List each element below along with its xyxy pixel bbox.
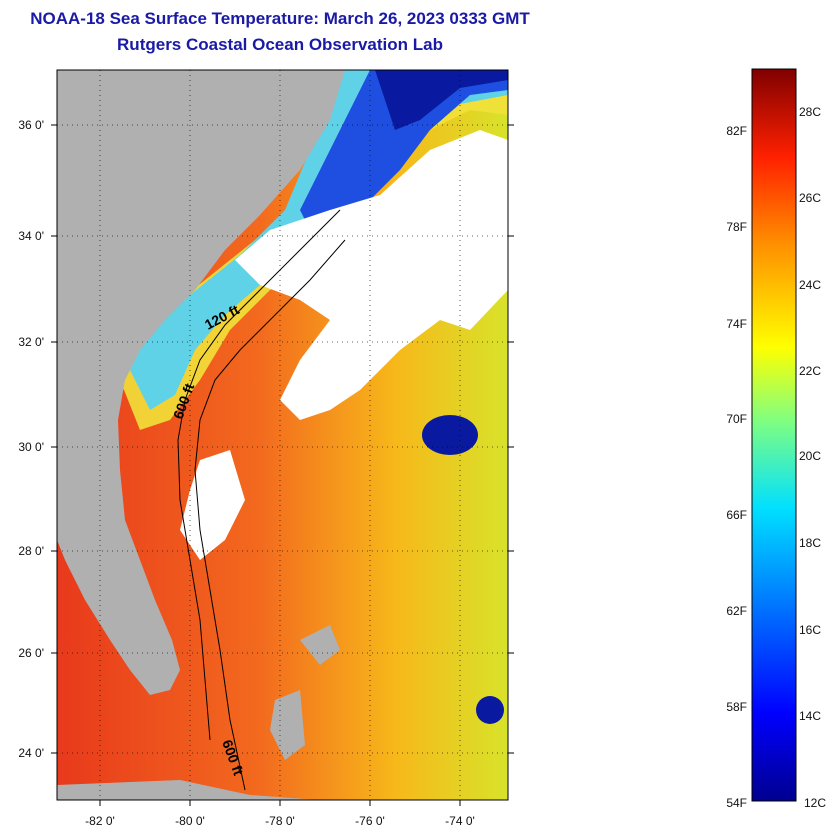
cold-eddy: [422, 415, 478, 455]
colorbar-label-78f: 78F: [726, 220, 747, 234]
andros-island: [270, 690, 305, 760]
map-title: NOAA-18 Sea Surface Temperature: March 2…: [30, 9, 530, 28]
map-frame: [56, 69, 509, 801]
cuba-landmass: [57, 780, 320, 800]
colorbar-label-54f: 54F: [726, 796, 747, 810]
sst-map: [57, 70, 508, 800]
lat-tick-34: 34 0': [18, 229, 44, 243]
colorbar-label-14c: 14C: [799, 709, 821, 723]
isobath-600ft: [194, 239, 346, 791]
colorbar-label-12c: 12C: [804, 796, 826, 810]
colorbar-label-18c: 18C: [799, 536, 821, 550]
colorbar-label-28c: 28C: [799, 105, 821, 119]
lat-tick-36: 36 0': [18, 118, 44, 132]
colorbar-label-22c: 22C: [799, 364, 821, 378]
bahamas-island: [300, 625, 340, 665]
map-subtitle: Rutgers Coastal Ocean Observation Lab: [117, 35, 443, 54]
colorbar-label-66f: 66F: [726, 508, 747, 522]
lon-tick-74: -74 0': [445, 814, 475, 828]
colorbar-label-82f: 82F: [726, 124, 747, 138]
colorbar-label-62f: 62F: [726, 604, 747, 618]
isobath-120ft: [177, 209, 341, 741]
lat-tick-28: 28 0': [18, 544, 44, 558]
colorbar-label-58f: 58F: [726, 700, 747, 714]
cloud-cover-coastal: [180, 450, 245, 560]
color-bar-gradient: [751, 68, 797, 802]
colorbar-label-20c: 20C: [799, 449, 821, 463]
colorbar-label-74f: 74F: [726, 317, 747, 331]
cloud-cover: [235, 130, 508, 420]
lon-tick-76: -76 0': [355, 814, 385, 828]
lat-tick-26: 26 0': [18, 646, 44, 660]
lon-tick-80: -80 0': [175, 814, 205, 828]
colorbar-label-26c: 26C: [799, 191, 821, 205]
lon-tick-78: -78 0': [265, 814, 295, 828]
lat-tick-32: 32 0': [18, 335, 44, 349]
color-bar: [751, 68, 797, 802]
lon-tick-82: -82 0': [85, 814, 115, 828]
axis-ticks: [51, 124, 514, 806]
us-landmass: [57, 70, 345, 695]
lat-tick-30: 30 0': [18, 440, 44, 454]
graticule: [57, 70, 508, 800]
coldest-water-navy: [375, 70, 508, 130]
colorbar-label-70f: 70F: [726, 412, 747, 426]
cold-eddy-south: [476, 696, 504, 724]
colorbar-label-24c: 24C: [799, 278, 821, 292]
colorbar-label-16c: 16C: [799, 623, 821, 637]
lat-tick-24: 24 0': [18, 746, 44, 760]
